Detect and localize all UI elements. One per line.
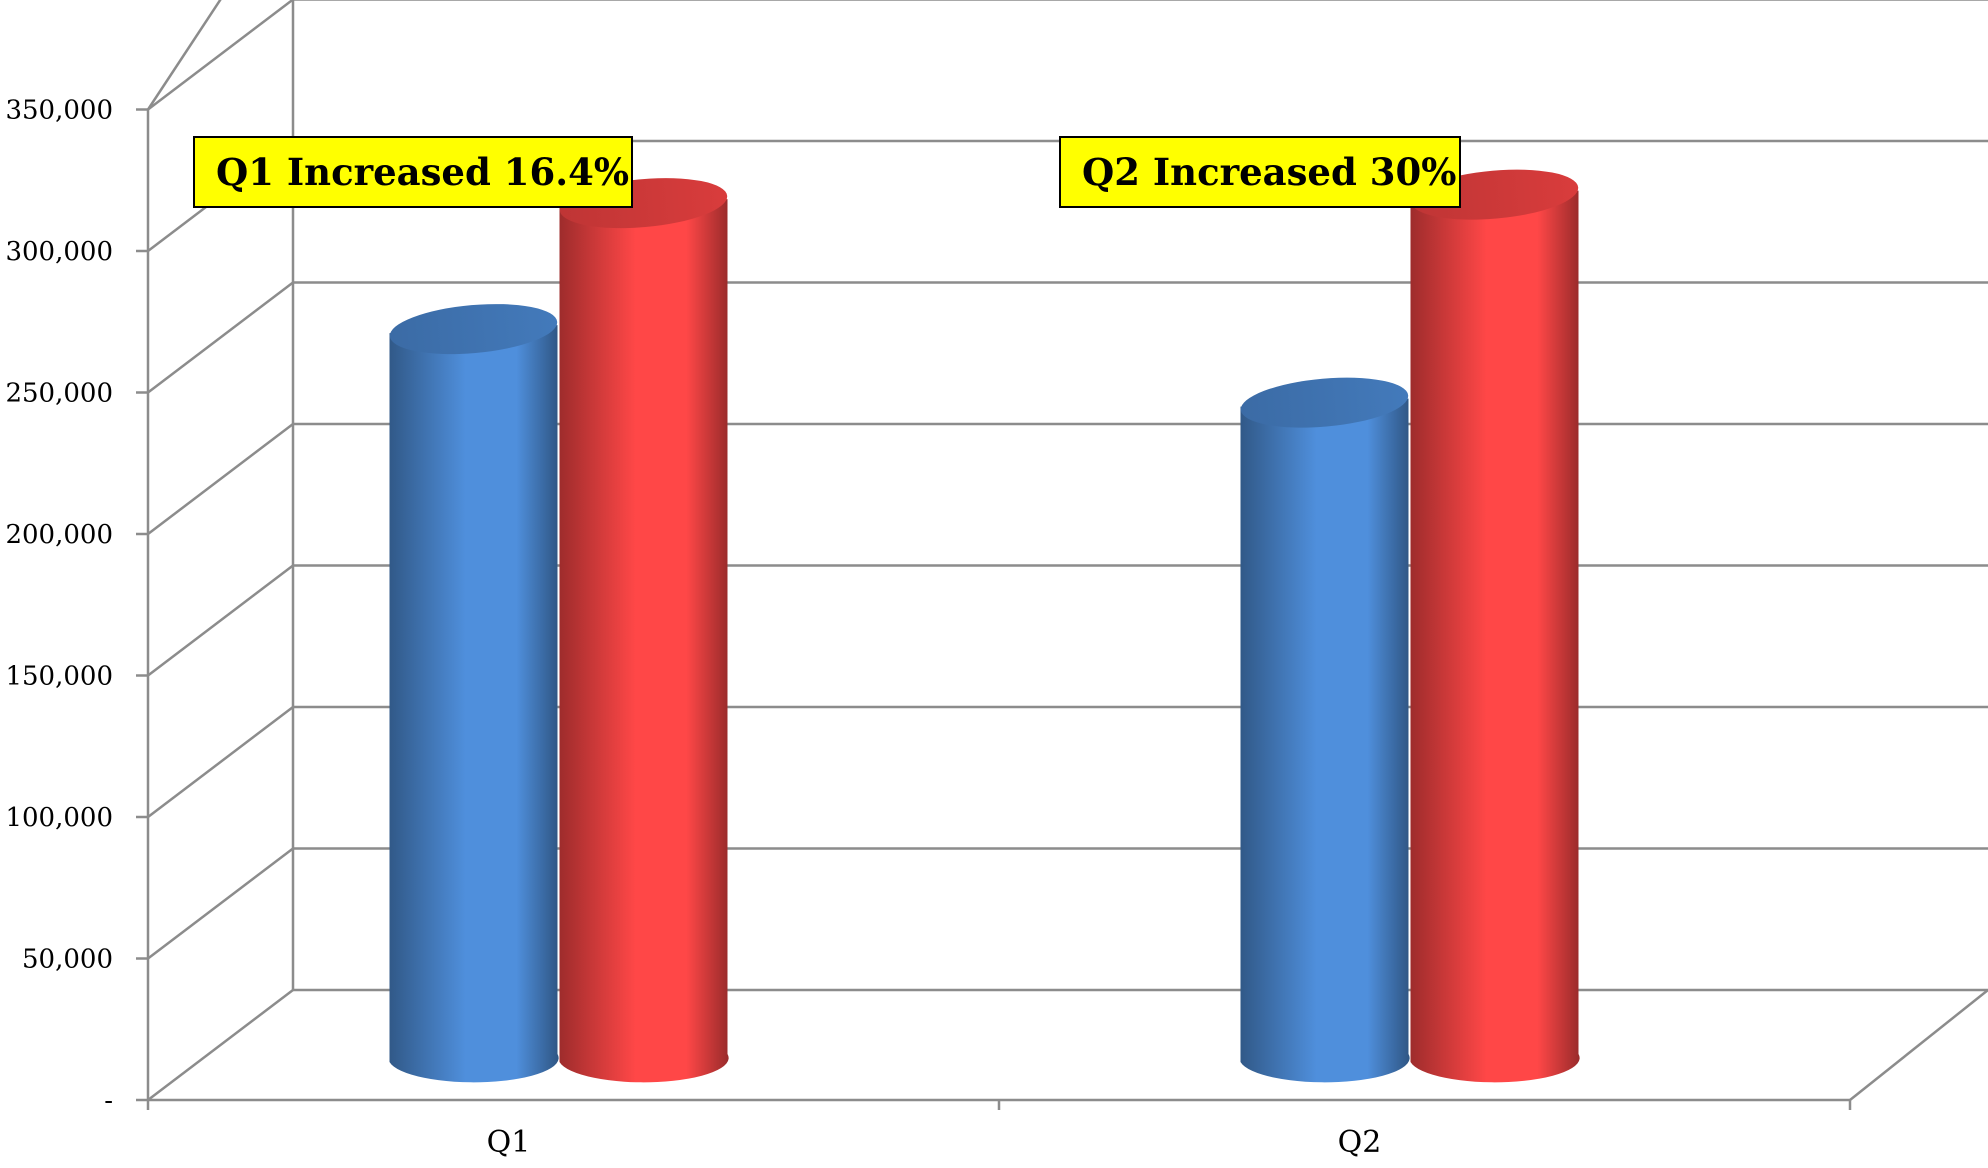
gridline-depth <box>147 989 294 1101</box>
gridline-depth <box>147 847 294 960</box>
y-tick-label: 300,000 <box>5 237 113 267</box>
bar-q1-series-1 <box>389 304 559 1083</box>
annotation-label: Q2 Increased 30% <box>1082 150 1456 194</box>
annotation-box <box>1059 136 1461 208</box>
bars <box>389 169 1580 1083</box>
bar-q2-series-2 <box>1410 169 1580 1083</box>
gridline-depth <box>147 423 294 535</box>
y-tick-label: 100,000 <box>5 803 113 833</box>
gridline-depth <box>146 0 222 111</box>
gridline-depth <box>147 281 294 394</box>
x-category-label: Q2 <box>1338 1125 1382 1160</box>
x-axis-category-labels: Q1 Q2 <box>487 1125 1382 1160</box>
bar-q2-series-1 <box>1240 377 1410 1083</box>
y-axis-tick-labels: - 50,000 100,000 150,000 200,000 250,000 300,0… <box>5 96 113 1117</box>
gridline-depth <box>147 0 294 111</box>
bar-q1-series-2 <box>559 178 729 1083</box>
annotation-q1: Q1 Increased 16.4% <box>193 136 633 208</box>
y-tick-label: 50,000 <box>22 945 113 975</box>
axes <box>136 108 1988 1110</box>
floor-edge <box>1849 989 1988 1101</box>
y-tick-label: 200,000 <box>5 520 113 550</box>
gridline-depth <box>147 564 294 677</box>
annotations: Q1 Increased 16.4% Q2 Increased 30% <box>193 136 1461 208</box>
y-tick-label: 350,000 <box>5 96 113 126</box>
annotation-q2: Q2 Increased 30% <box>1059 136 1461 208</box>
annotation-label: Q1 Increased 16.4% <box>216 150 629 194</box>
y-tick-label: - <box>104 1086 113 1116</box>
y-tick-label: 150,000 <box>5 662 113 692</box>
y-tick-label: 250,000 <box>5 379 113 409</box>
x-category-label: Q1 <box>487 1125 531 1160</box>
annotation-box <box>193 136 633 208</box>
gridline-depth <box>147 706 294 818</box>
